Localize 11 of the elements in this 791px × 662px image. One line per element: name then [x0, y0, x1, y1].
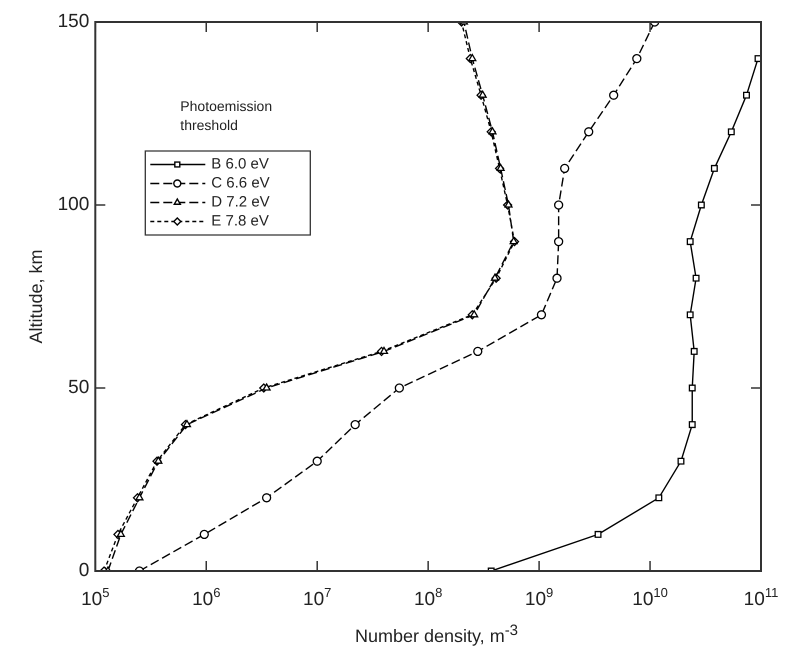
legend-label: E 7.8 eV — [211, 212, 269, 230]
x-axis-title: Number density, m$^{-3}$ — [354, 622, 520, 647]
y-axis-title: Altitude, km — [26, 249, 46, 344]
y-tick-label: 100 — [58, 194, 90, 216]
y-tick-label: 0 — [78, 560, 90, 582]
y-tick-label: 50 — [68, 377, 90, 398]
legend-label: C 6.6 eV — [211, 174, 270, 192]
legend-title: Photoemission threshold — [180, 98, 272, 133]
legend-label: D 7.2 eV — [211, 194, 270, 211]
legend-label: B 6.0 eV — [211, 156, 269, 173]
y-tick-label: 150 — [58, 11, 90, 32]
